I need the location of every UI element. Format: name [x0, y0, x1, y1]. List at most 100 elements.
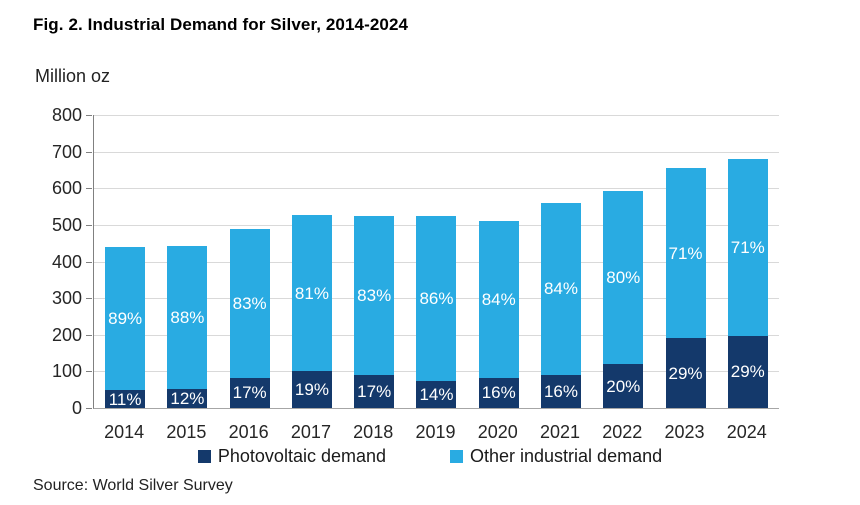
bar-percentage-label: 84%: [481, 290, 516, 310]
gridline: [94, 151, 779, 153]
y-axis-tick: [86, 408, 92, 409]
segment-photovoltaic: 17%: [229, 377, 270, 408]
bar-2023: 71% 29%: [665, 168, 706, 408]
x-axis-label: 2022: [602, 422, 643, 442]
y-axis-tick-label: 500: [51, 214, 82, 235]
bar-percentage-label: 11%: [108, 389, 142, 409]
legend-swatch-icon: [450, 449, 463, 463]
bar-percentage-label: 12%: [170, 388, 205, 408]
segment-photovoltaic: 29%: [727, 335, 768, 408]
segment-other-industrial: 83%: [354, 215, 395, 376]
bar-2019: 86% 14%: [416, 216, 457, 408]
x-axis-label: 2020: [477, 422, 518, 442]
segment-other-industrial: 81%: [291, 215, 332, 372]
bar-2022: 80% 20%: [603, 190, 644, 408]
y-axis-tick-label: 600: [51, 178, 82, 199]
x-axis-label: 2021: [539, 422, 581, 442]
bar-slot: 71% 29%: [654, 115, 716, 408]
y-axis-tick: [86, 115, 92, 116]
bar-2016: 83% 17%: [229, 228, 270, 408]
x-axis-label: 2019: [415, 422, 456, 442]
bar-percentage-label: 88%: [170, 307, 205, 327]
x-axis-label: 2023: [664, 422, 705, 442]
bar-slot: 88% 12%: [156, 115, 218, 408]
bar-slot: 83% 17%: [343, 115, 405, 408]
bar-percentage-label: 17%: [232, 383, 267, 403]
y-axis-tick: [86, 298, 92, 300]
bar-percentage-label: 83%: [357, 286, 392, 306]
segment-other-industrial: 71%: [727, 158, 768, 336]
bar-percentage-label: 29%: [668, 363, 703, 383]
chart-plot-area: 89% 11% 88% 12% 83% 17% 81% 19% 83% 17% 86% 14% 84% 1…: [93, 115, 779, 409]
segment-photovoltaic: 16%: [478, 377, 519, 408]
segment-photovoltaic: 19%: [291, 371, 332, 408]
segment-other-industrial: 83%: [229, 228, 270, 378]
segment-other-industrial: 71%: [665, 168, 706, 339]
segment-photovoltaic: 20%: [603, 364, 644, 408]
legend-item-other-industrial-demand: Other industrial demand: [450, 447, 662, 465]
bar-2024: 71% 29%: [727, 158, 768, 408]
y-axis-tick-label: 800: [51, 105, 82, 125]
bar-slot: 80% 20%: [592, 115, 654, 408]
legend-swatch-icon: [197, 449, 211, 463]
bar-percentage-label: 19%: [294, 380, 329, 400]
bar-slot: 89% 11%: [94, 115, 156, 408]
bar-slot: 84% 16%: [530, 115, 592, 408]
segment-other-industrial: 84%: [478, 221, 519, 378]
bar-percentage-label: 89%: [108, 309, 143, 329]
y-axis-tick: [86, 371, 92, 373]
y-axis-tick-label: 0: [71, 398, 82, 418]
x-axis-label: 2024: [726, 422, 767, 442]
bar-percentage-label: 84%: [543, 279, 578, 299]
y-axis-tick: [86, 224, 92, 226]
gridline: [94, 115, 779, 116]
bar-percentage-label: 86%: [419, 289, 454, 309]
segment-photovoltaic: 16%: [540, 375, 581, 408]
y-axis-unit-label: Million oz: [35, 66, 111, 86]
y-axis-tick: [86, 334, 92, 336]
bar-percentage-label: 83%: [232, 293, 267, 313]
bar-slot: 86% 14%: [405, 115, 467, 408]
bar-percentage-label: 16%: [481, 383, 516, 403]
bar-percentage-label: 29%: [730, 362, 765, 382]
bar-2021: 84% 16%: [540, 202, 581, 408]
y-axis-tick-label: 400: [51, 251, 82, 272]
bar-2020: 84% 16%: [478, 221, 519, 408]
source-note: Source: World Silver Survey: [33, 477, 233, 494]
y-axis-tick-label: 100: [51, 361, 82, 382]
segment-other-industrial: 84%: [540, 202, 581, 376]
x-axis-label: 2014: [104, 422, 145, 442]
bar-percentage-label: 17%: [357, 382, 392, 402]
bar-2014: 89% 11%: [105, 246, 146, 409]
segment-other-industrial: 80%: [603, 190, 644, 365]
x-axis-label: 2017: [290, 422, 331, 442]
bar-2015: 88% 12%: [167, 245, 208, 408]
y-axis-tick-label: 300: [51, 288, 82, 309]
segment-other-industrial: 88%: [167, 245, 208, 389]
segment-other-industrial: 86%: [416, 216, 457, 382]
chart-legend: Photovoltaic demand Other industrial dema…: [0, 447, 860, 465]
segment-photovoltaic: 14%: [416, 381, 457, 408]
bar-percentage-label: 16%: [543, 382, 578, 402]
bar-slot: 71% 29%: [717, 115, 779, 408]
y-axis-tick-label: 700: [51, 141, 82, 162]
segment-photovoltaic: 17%: [354, 375, 395, 408]
bar-slot: 84% 16%: [468, 115, 530, 408]
bar-percentage-label: 20%: [606, 376, 641, 396]
legend-item-photovoltaic-demand: Photovoltaic demand: [197, 446, 386, 466]
y-axis-tick: [86, 188, 92, 190]
legend-label: Photovoltaic demand: [217, 446, 386, 466]
bar-slot: 81% 19%: [281, 115, 343, 408]
y-axis-tick-label: 200: [51, 324, 82, 345]
bar-percentage-label: 71%: [668, 243, 703, 263]
x-axis-labels: 2014 2015 2016 2017 2018 2019 2020 2021 2022 2023…: [93, 423, 778, 441]
x-axis-label: 2018: [353, 422, 394, 442]
bar-percentage-label: 14%: [419, 385, 454, 405]
bar-slot: 83% 17%: [219, 115, 281, 408]
segment-other-industrial: 89%: [105, 246, 146, 391]
bar-percentage-label: 80%: [606, 268, 641, 288]
bar-2018: 83% 17%: [354, 215, 395, 408]
figure-title: Fig. 2. Industrial Demand for Silver, 20…: [33, 15, 409, 34]
gridline: [94, 188, 779, 190]
